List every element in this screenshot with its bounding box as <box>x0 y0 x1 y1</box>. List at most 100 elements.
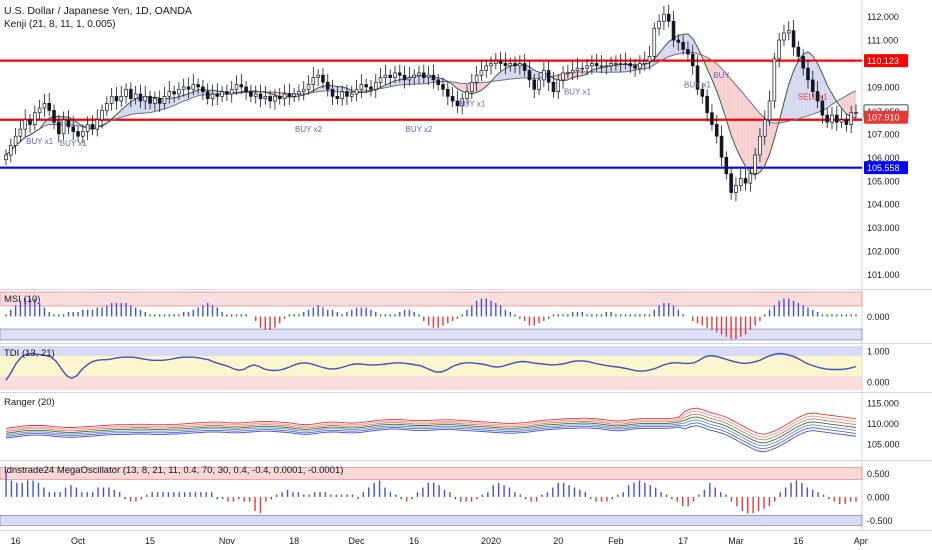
ma-cloud-segment <box>116 110 122 119</box>
candle-body <box>282 93 287 100</box>
time-tick-label: 20 <box>553 536 563 546</box>
candle-body <box>743 178 748 184</box>
candle-body <box>349 93 354 97</box>
ma-cloud-segment <box>577 71 583 77</box>
candle-body <box>388 74 392 78</box>
ma-cloud-segment <box>687 33 693 53</box>
ma-cloud-segment <box>169 98 175 108</box>
candle-body <box>657 20 661 29</box>
candle-body <box>734 185 738 193</box>
tdi-line <box>5 352 857 381</box>
candle-body <box>167 91 172 97</box>
signal-label: BUY x1 <box>564 88 592 97</box>
candle-body <box>354 88 359 95</box>
ma-cloud-segment <box>130 98 136 115</box>
candle-body <box>599 65 604 68</box>
candle-body <box>623 63 628 65</box>
indicator-label: Kenji (21, 8, 11, 1, 0.005) <box>4 19 116 30</box>
time-tick-label: Apr <box>854 536 868 546</box>
candle-body <box>359 84 364 90</box>
candle-body <box>786 30 791 34</box>
candle-body <box>628 63 633 67</box>
candle-body <box>181 86 186 90</box>
ranger-band-line <box>5 419 857 447</box>
candle-body <box>767 100 772 121</box>
candle-body <box>210 93 215 100</box>
ranger-band-line <box>5 422 857 450</box>
candle-body <box>157 98 162 104</box>
candle-body <box>801 56 805 69</box>
candle-body <box>546 70 551 83</box>
candle-body <box>676 39 681 43</box>
candle-body <box>662 13 666 22</box>
price-tick-label: 107.000 <box>867 129 900 139</box>
signal-label: BUY x1 <box>26 137 54 146</box>
candle-body <box>854 112 858 114</box>
candle-body <box>671 20 676 41</box>
pane-title: MSI (10) <box>4 294 40 305</box>
ma-cloud-segment <box>611 65 616 73</box>
candle-body <box>229 88 234 95</box>
candle-body <box>373 81 378 90</box>
price-tick-label: 109.000 <box>867 82 900 92</box>
candle-body <box>383 74 388 78</box>
ma-cloud-segment <box>601 66 607 73</box>
overbought-band <box>0 291 863 307</box>
candle-body <box>66 119 71 128</box>
candle-body <box>652 27 657 57</box>
candle-body <box>220 91 224 97</box>
candle-body <box>695 65 700 90</box>
candle-body <box>714 124 719 137</box>
candle-body <box>364 84 368 88</box>
candle-body <box>215 93 220 97</box>
candle-body <box>666 13 671 22</box>
candle-body <box>239 84 244 88</box>
last-price-badge <box>864 110 908 124</box>
candle-body <box>503 63 508 67</box>
candle-body <box>76 131 80 137</box>
time-tick-label: 16 <box>409 536 419 546</box>
candle-body <box>431 74 436 81</box>
candle-body <box>484 65 489 71</box>
ma-cloud-segment <box>793 60 799 121</box>
pane-tick-label: 110.000 <box>867 419 899 429</box>
candle-body <box>561 72 565 81</box>
candle-body <box>33 112 37 125</box>
candle-body <box>489 63 493 67</box>
candle-body <box>498 60 503 64</box>
candle-body <box>90 124 95 130</box>
candle-body <box>253 93 258 97</box>
signal-label: BUY x1 <box>458 99 486 108</box>
price-tick-label: 106.000 <box>867 153 900 163</box>
time-tick-label: 18 <box>289 536 299 546</box>
candle-body <box>772 58 777 102</box>
candle-body <box>297 91 301 95</box>
candle-body <box>835 114 839 123</box>
candle-body <box>47 103 52 111</box>
ma-fast-line <box>5 33 857 176</box>
pane-title: Ranger (20) <box>4 397 55 408</box>
pane-tick-label: 1.000 <box>867 347 890 357</box>
ma-cloud-segment <box>827 85 832 109</box>
candle-body <box>393 72 397 78</box>
ma-cloud-segment <box>73 119 79 126</box>
ma-cloud-segment <box>620 64 626 73</box>
candle-body <box>52 110 56 123</box>
candle-body <box>753 154 757 175</box>
level-price-badge-text: 105.558 <box>867 163 900 173</box>
candle-body <box>330 88 335 97</box>
time-tick-label: Nov <box>219 536 236 546</box>
signal-label: BUY x1 <box>684 81 712 90</box>
candle-body <box>153 98 157 104</box>
ranger-band-line <box>5 407 857 435</box>
candle-body <box>301 88 306 92</box>
time-tick-label: Dec <box>349 536 366 546</box>
ma-cloud-segment <box>183 93 189 102</box>
ma-cloud-segment <box>769 122 775 155</box>
tdi-mid-band <box>0 356 862 376</box>
candle-body <box>810 79 815 92</box>
candle-body <box>81 131 85 137</box>
candle-body <box>618 63 623 65</box>
candle-body <box>287 93 292 97</box>
